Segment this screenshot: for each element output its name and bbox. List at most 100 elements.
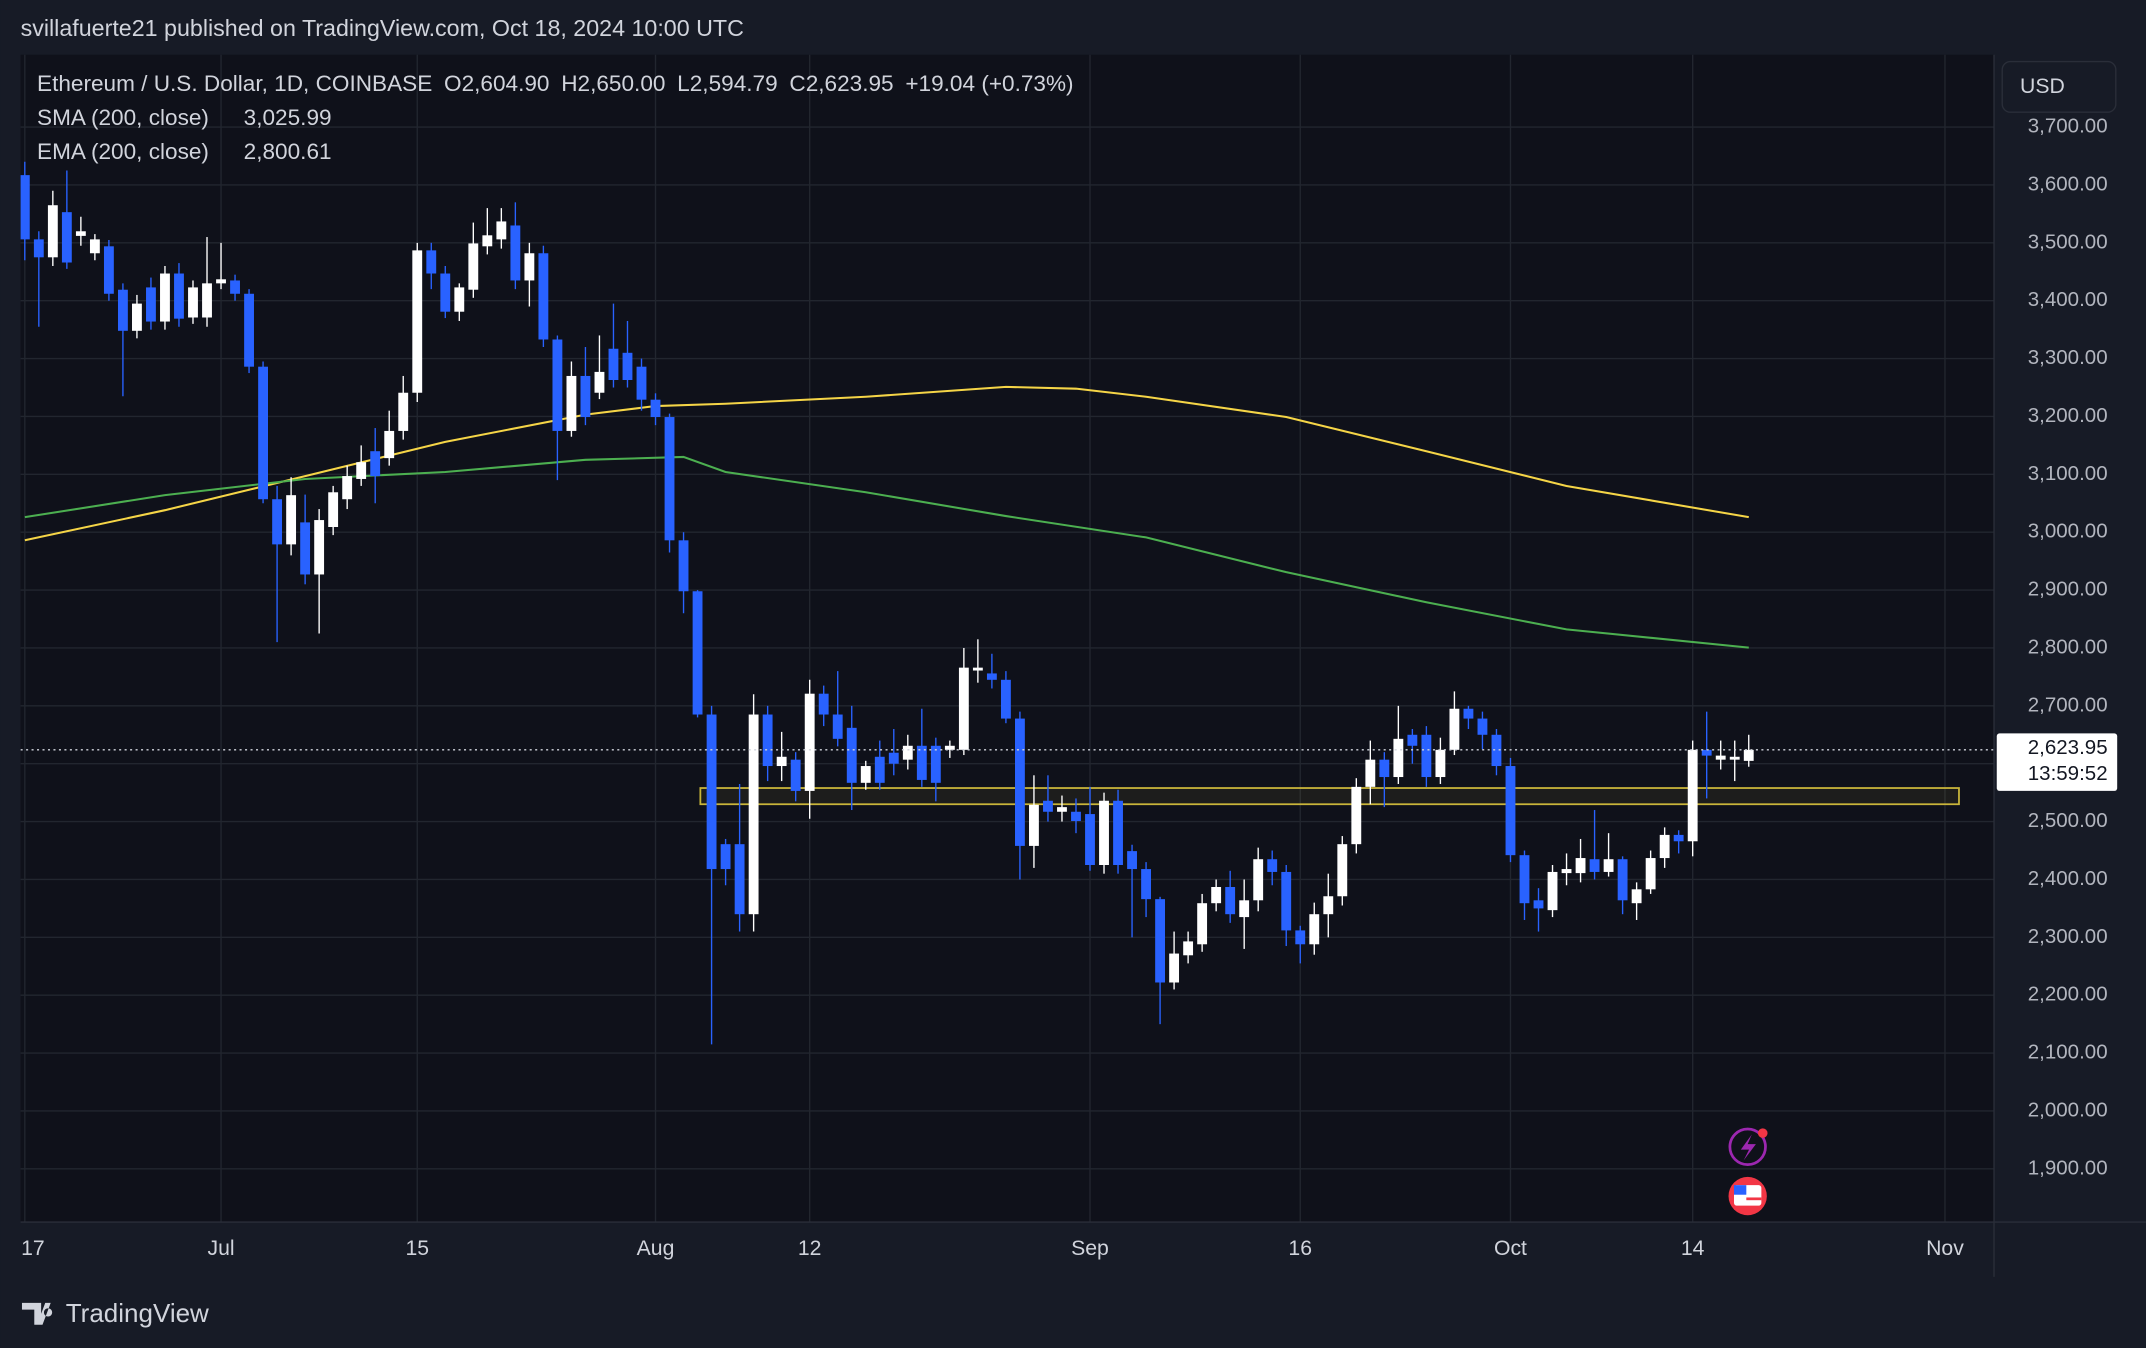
y-tick-label: 3,600.00	[2028, 172, 2108, 195]
candle-body	[216, 279, 226, 284]
x-tick-label: Sep	[1071, 1237, 1109, 1260]
candle-body	[244, 293, 254, 367]
candle-body	[678, 540, 689, 592]
candle-body	[1127, 851, 1137, 870]
candle-body	[972, 667, 983, 671]
candle-body	[510, 225, 521, 281]
candle-body	[1000, 679, 1011, 719]
y-tick-label: 2,100.00	[2028, 1041, 2108, 1064]
x-tick-label: Nov	[1926, 1237, 1964, 1260]
x-tick-label: 12	[798, 1237, 822, 1260]
candle-body	[1099, 800, 1109, 866]
candle-body	[1743, 749, 1754, 761]
candle-body	[1071, 811, 1081, 822]
candle-body	[454, 287, 465, 312]
candle-body	[1477, 718, 1488, 735]
y-tick-label: 2,800.00	[2028, 635, 2108, 658]
lightning-icon[interactable]	[1728, 1127, 1767, 1166]
candle-body	[1351, 786, 1362, 845]
candle-body	[1729, 756, 1740, 760]
candle-body	[1014, 718, 1025, 846]
candle-body	[818, 693, 829, 715]
candle-body	[1673, 834, 1684, 842]
candle-body	[1603, 859, 1614, 872]
candle-body	[1547, 871, 1558, 911]
candle-body	[370, 451, 381, 477]
candle-body	[636, 366, 647, 400]
candle-body	[75, 231, 86, 236]
candle-body	[174, 273, 184, 319]
candle-body	[356, 462, 367, 479]
candle-body	[692, 591, 703, 715]
x-tick-label: Jul	[207, 1237, 234, 1260]
currency-button[interactable]	[2001, 60, 2117, 113]
candle-body	[1659, 834, 1670, 859]
x-tick-label: 14	[1681, 1237, 1705, 1260]
lightning-glyph	[1740, 1134, 1756, 1161]
x-tick-label: 16	[1288, 1237, 1312, 1260]
x-tick-label: 15	[405, 1237, 429, 1260]
candle-body	[1589, 859, 1600, 872]
candle-body	[258, 366, 269, 500]
candle-body	[1463, 708, 1474, 719]
y-tick-label: 3,300.00	[2028, 346, 2108, 369]
candle-body	[328, 492, 339, 528]
candle-body	[748, 714, 759, 915]
candle-body	[188, 287, 198, 318]
ohlc-value: 2,623.95	[806, 71, 894, 96]
candle-body	[1043, 800, 1053, 812]
candle-body	[1561, 869, 1572, 874]
candle-body	[1295, 930, 1306, 945]
x-tick-label: Oct	[1494, 1237, 1527, 1260]
y-tick-label: 3,200.00	[2028, 404, 2108, 427]
candle-body	[1211, 886, 1222, 904]
ohlc-value: 2,604.90	[462, 71, 550, 96]
ohlc-value: 2,594.79	[690, 71, 778, 96]
axes: 1,900.00 2,000.00 2,100.00 2,200.00 2,300.00…	[21, 115, 2118, 1260]
candle-body	[1435, 749, 1446, 778]
candle-body	[33, 239, 44, 258]
candle-body	[1449, 708, 1460, 750]
candle-body	[1421, 734, 1432, 778]
candle-body	[860, 766, 871, 783]
candle-body	[552, 339, 563, 431]
y-tick-label: 2,700.00	[2028, 693, 2108, 716]
candle-body	[1267, 859, 1278, 872]
candle-body	[846, 727, 857, 783]
candle-body	[1141, 869, 1151, 900]
candle-body	[468, 243, 479, 290]
candle-body	[650, 399, 661, 418]
candle-body	[412, 250, 423, 393]
candle-body	[720, 844, 731, 870]
candle-body	[944, 745, 955, 750]
candle-body	[1239, 900, 1250, 918]
candle-body	[342, 476, 353, 500]
candle-body	[1365, 759, 1376, 787]
candle-body	[706, 714, 717, 870]
indicator-legend: SMA (200, close) 3,025.99 EMA (200, close)…	[37, 105, 332, 164]
price-label-box	[1996, 733, 2118, 791]
candle-body	[916, 745, 927, 780]
indicator-name: EMA (200, close)	[37, 139, 209, 164]
candle-body	[580, 375, 591, 418]
candle-body	[1687, 749, 1698, 842]
candle-body	[1715, 755, 1726, 760]
candle-body	[1253, 859, 1264, 901]
ohlc-key: L	[677, 71, 690, 96]
currency-label[interactable]: USD	[2020, 75, 2065, 98]
indicator-line	[24, 455, 1749, 649]
event-icons	[1728, 1127, 1768, 1216]
candle-body	[566, 375, 577, 431]
candle-body	[314, 520, 325, 575]
candle-body	[1085, 814, 1095, 866]
candle-body	[832, 714, 843, 739]
candle-body	[160, 273, 170, 322]
candle-body	[1281, 871, 1292, 931]
ohlc-key: C	[789, 71, 805, 96]
y-tick-label: 3,000.00	[2028, 520, 2108, 543]
candle-body	[272, 499, 283, 545]
candle-body	[1575, 858, 1586, 874]
candle-body	[1407, 734, 1418, 746]
notification-dot	[1757, 1128, 1768, 1138]
candle-body	[1533, 900, 1544, 909]
